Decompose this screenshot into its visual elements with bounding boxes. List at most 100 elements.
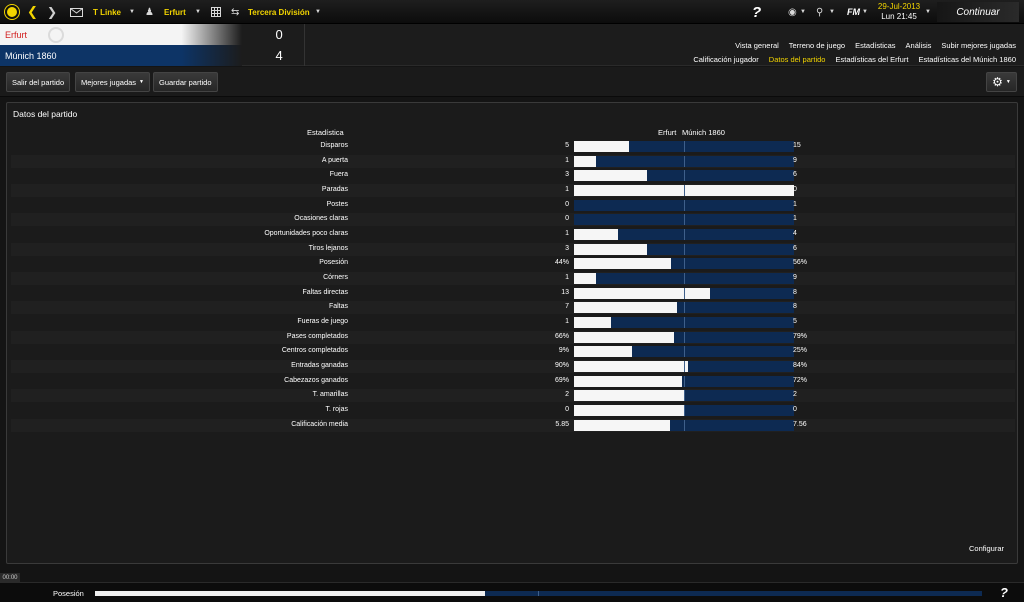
stat-bar-midline [684, 199, 685, 211]
tab-upload-highlights[interactable]: Subir mejores jugadas [941, 41, 1016, 50]
bottom-bar: Posesión ? [0, 582, 1024, 602]
date-display: 29-Jul-2013 Lun 21:45 [873, 2, 925, 22]
stat-bar [574, 199, 794, 211]
stat-bar-midline [684, 243, 685, 255]
away-value: 25% [793, 347, 808, 355]
forward-arrow-icon[interactable]: ❯ [47, 5, 58, 19]
chevron-down-icon[interactable]: ▼ [195, 9, 201, 15]
chevron-down-icon[interactable]: ▼ [129, 9, 135, 15]
home-value: 0 [565, 215, 569, 223]
globe-icon[interactable]: ◉ [788, 6, 797, 18]
away-value: 6 [793, 171, 797, 179]
top-bar: ❮ ❯ T Linke ▼ ♟ Erfurt ▼ ⇆ Tercera Divis… [0, 0, 1024, 24]
mail-icon[interactable] [70, 0, 83, 24]
highlights-button[interactable]: Mejores jugadas ▼ [75, 72, 150, 92]
home-value: 1 [565, 318, 569, 326]
competition-name[interactable]: Tercera División [248, 7, 310, 17]
home-score: 0 [275, 27, 283, 42]
stat-bar-fill [574, 317, 611, 329]
stat-bar [574, 185, 794, 196]
chevron-down-icon[interactable]: ▼ [829, 9, 835, 15]
stat-bar-midline [684, 419, 685, 431]
chevron-down-icon[interactable]: ▼ [800, 9, 806, 15]
table-row: Tiros lejanos 3 6 [11, 242, 1015, 256]
fm-logo-icon[interactable] [5, 5, 19, 19]
time-text: Lun 21:45 [881, 12, 917, 21]
away-value: 5 [793, 318, 797, 326]
chevron-down-icon[interactable]: ▼ [862, 9, 868, 15]
home-value: 13 [561, 288, 569, 296]
home-value: 2 [565, 391, 569, 399]
stat-bar [574, 419, 794, 431]
stat-bar [574, 141, 794, 152]
chevron-down-icon[interactable]: ▼ [315, 9, 321, 15]
stat-label: Faltas [328, 303, 348, 311]
stat-label: Fueras de juego [297, 318, 348, 326]
save-match-button[interactable]: Guardar partido [153, 72, 218, 92]
stat-bar-fill [574, 331, 674, 343]
tab-away-stats[interactable]: Estadísticas del Múnich 1860 [918, 55, 1016, 64]
chevron-down-icon: ▼ [1005, 79, 1011, 85]
stat-bar [574, 346, 794, 358]
exit-match-button[interactable]: Salir del partido [6, 72, 71, 92]
away-value: 15 [793, 142, 801, 149]
stat-bar [574, 258, 794, 270]
highlights-label: Mejores jugadas [81, 77, 137, 87]
stat-bar-midline [684, 375, 685, 387]
stat-bar-fill [574, 170, 647, 182]
away-value: 72% [793, 376, 808, 384]
away-team-box[interactable]: Múnich 1860 [0, 45, 243, 66]
stat-label: Oportunidades poco claras [264, 230, 348, 238]
away-value: 8 [793, 303, 797, 311]
table-row: Faltas 7 8 [11, 301, 1015, 315]
stat-label: Tiros lejanos [308, 244, 348, 252]
home-team-box[interactable]: Erfurt [0, 24, 243, 45]
help-icon[interactable]: ? [752, 3, 762, 21]
away-score: 4 [275, 48, 283, 63]
stat-label: Entradas ganadas [291, 362, 348, 370]
home-value: 1 [565, 274, 569, 282]
continue-button[interactable]: Continuar [937, 2, 1019, 22]
stat-bar-midline [684, 185, 685, 196]
stat-label: T. amarillas [312, 391, 348, 399]
away-value: 56% [793, 259, 808, 267]
away-value: 84% [793, 362, 808, 370]
match-data-panel: Datos del partido Estadística Erfurt Mún… [6, 102, 1018, 564]
stat-bar [574, 155, 794, 167]
back-arrow-icon[interactable]: ❮ [27, 4, 38, 19]
search-icon[interactable]: ⚲ [816, 6, 824, 18]
chevron-down-icon[interactable]: ▼ [925, 9, 931, 15]
stat-bar-fill [574, 361, 688, 373]
settings-button[interactable]: ⚙ ▼ [986, 72, 1017, 92]
home-value: 5 [565, 142, 569, 149]
stat-bar-midline [684, 317, 685, 329]
tab-player-ratings[interactable]: Calificación jugador [693, 55, 759, 64]
tab-pitch[interactable]: Terreno de juego [788, 41, 846, 50]
stat-bar-midline [684, 170, 685, 182]
stat-label: Faltas directas [302, 288, 348, 296]
away-team-row: Múnich 1860 4 [0, 45, 304, 66]
home-value: 3 [565, 244, 569, 252]
stat-bar-midline [684, 141, 685, 152]
stat-label: Centros completados [281, 347, 348, 355]
stat-bar-fill [574, 258, 671, 270]
home-value: 90% [554, 362, 569, 370]
tab-analysis[interactable]: Análisis [905, 41, 932, 50]
tab-match-data[interactable]: Datos del partido [768, 55, 826, 64]
away-value: 79% [793, 332, 808, 340]
help-icon[interactable]: ? [1000, 585, 1008, 600]
configure-link[interactable]: Configurar [969, 544, 1005, 553]
home-value: 1 [565, 156, 569, 164]
tab-overview[interactable]: Vista general [735, 41, 779, 50]
tab-stats[interactable]: Estadísticas [855, 41, 896, 50]
manager-icon[interactable]: ♟ [145, 6, 154, 18]
club-name[interactable]: Erfurt [164, 7, 186, 17]
transfer-icon[interactable]: ⇆ [231, 6, 240, 18]
stat-bar-fill [574, 229, 618, 241]
manager-name[interactable]: T Linke [93, 7, 122, 17]
calendar-icon[interactable] [211, 0, 221, 24]
home-value: 66% [554, 332, 569, 340]
table-row: Disparos 5 15 [11, 140, 1015, 153]
tab-home-stats[interactable]: Estadísticas del Erfurt [835, 55, 909, 64]
fm-menu[interactable]: FM [847, 7, 860, 17]
